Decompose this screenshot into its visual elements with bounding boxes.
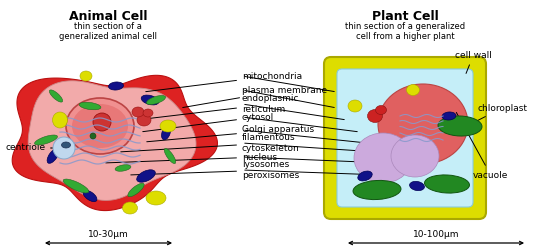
Ellipse shape [141, 95, 159, 105]
Ellipse shape [63, 179, 89, 193]
Ellipse shape [62, 142, 70, 148]
Circle shape [53, 137, 75, 159]
Circle shape [90, 133, 96, 139]
Ellipse shape [160, 120, 176, 132]
Ellipse shape [137, 170, 155, 182]
Ellipse shape [132, 107, 144, 117]
Ellipse shape [164, 148, 175, 164]
Ellipse shape [143, 109, 153, 117]
Text: lysosomes
peroxisomes: lysosomes peroxisomes [131, 160, 299, 180]
Ellipse shape [72, 104, 128, 148]
Text: thin section of a generalized
cell from a higher plant: thin section of a generalized cell from … [345, 22, 465, 41]
Text: plasma membrane: plasma membrane [183, 85, 327, 108]
Ellipse shape [367, 110, 382, 123]
Ellipse shape [108, 82, 124, 90]
Ellipse shape [83, 190, 97, 202]
Ellipse shape [47, 149, 59, 163]
Ellipse shape [406, 84, 420, 96]
Ellipse shape [52, 112, 68, 128]
Text: Golgi apparatus: Golgi apparatus [147, 125, 314, 142]
Text: endoplasmic
reticulum: endoplasmic reticulum [139, 94, 300, 120]
Text: 10-100μm: 10-100μm [412, 230, 459, 239]
Polygon shape [28, 81, 196, 200]
FancyBboxPatch shape [324, 57, 486, 219]
Polygon shape [12, 75, 217, 211]
Ellipse shape [123, 202, 138, 214]
Ellipse shape [391, 135, 439, 177]
Ellipse shape [438, 116, 482, 136]
Ellipse shape [378, 84, 468, 164]
Ellipse shape [80, 71, 92, 81]
Ellipse shape [146, 95, 166, 105]
Ellipse shape [376, 106, 387, 115]
Ellipse shape [348, 100, 362, 112]
Ellipse shape [137, 114, 151, 126]
Text: thin section of a
generalized animal cell: thin section of a generalized animal cel… [59, 22, 157, 41]
Text: centriole: centriole [5, 143, 55, 152]
Ellipse shape [353, 181, 401, 199]
FancyBboxPatch shape [337, 69, 473, 207]
Ellipse shape [50, 90, 63, 102]
Text: nucleus: nucleus [106, 152, 277, 163]
Ellipse shape [358, 171, 372, 181]
Ellipse shape [442, 112, 456, 120]
Text: Animal Cell: Animal Cell [69, 10, 147, 23]
Ellipse shape [146, 191, 166, 205]
Text: cell wall: cell wall [455, 51, 492, 73]
Ellipse shape [35, 135, 57, 145]
Text: chloroplast: chloroplast [470, 104, 527, 125]
Ellipse shape [410, 181, 425, 191]
Ellipse shape [425, 175, 470, 193]
Ellipse shape [128, 183, 144, 197]
Ellipse shape [354, 133, 412, 183]
Text: mitochondria: mitochondria [146, 71, 302, 92]
Ellipse shape [115, 165, 131, 171]
Ellipse shape [66, 98, 134, 154]
Ellipse shape [79, 102, 101, 110]
Text: cytosol: cytosol [143, 113, 274, 132]
Text: 10-30μm: 10-30μm [87, 230, 128, 239]
Ellipse shape [162, 126, 170, 140]
Text: vacuole: vacuole [456, 113, 508, 180]
Text: Plant Cell: Plant Cell [372, 10, 438, 23]
Text: filamentous
cytoskeleton: filamentous cytoskeleton [121, 133, 300, 153]
Circle shape [93, 113, 111, 131]
